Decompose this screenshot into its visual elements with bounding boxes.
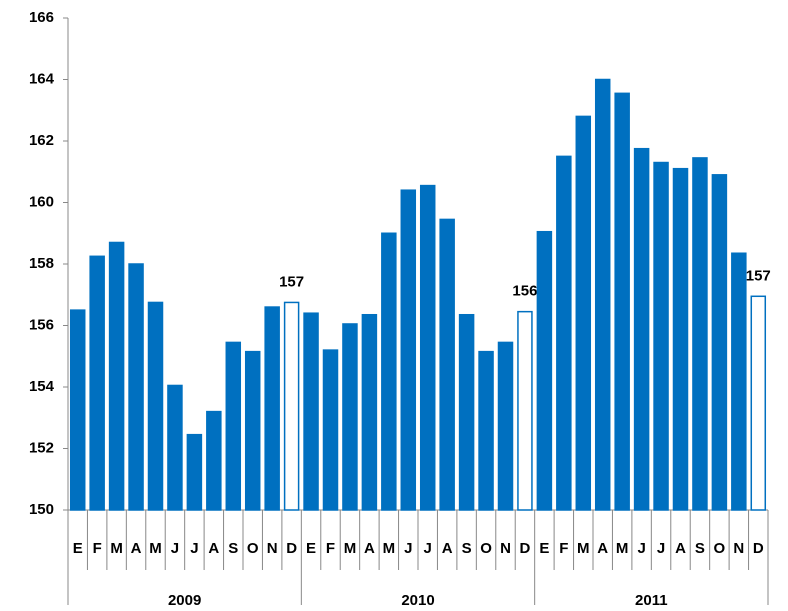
x-tick-label: A [442, 540, 453, 557]
bar [283, 301, 300, 511]
bar [361, 313, 378, 511]
y-tick-label: 150 [29, 501, 54, 518]
bar [731, 252, 747, 511]
y-tick-label: 164 [29, 70, 55, 87]
y-tick-label: 166 [29, 9, 54, 26]
x-tick-label: F [326, 540, 335, 557]
x-tick-label: M [149, 540, 162, 557]
bar [711, 174, 728, 511]
x-tick-label: D [520, 540, 531, 557]
bar [69, 309, 86, 511]
x-tick-label: S [695, 540, 705, 557]
x-tick-label: J [424, 540, 432, 557]
x-tick-label: D [286, 540, 297, 557]
x-tick-label: N [267, 540, 278, 557]
x-tick-label: E [73, 540, 83, 557]
bar [575, 115, 592, 511]
x-tick-label: E [539, 540, 549, 557]
x-tick-label: J [404, 540, 412, 557]
bar [206, 410, 222, 511]
bar [750, 295, 767, 511]
bar [400, 189, 417, 511]
bar [381, 232, 397, 511]
bar [167, 384, 183, 511]
bar [536, 230, 553, 511]
y-tick-label: 154 [29, 378, 55, 395]
bar [128, 263, 144, 511]
x-tick-label: O [247, 540, 259, 557]
x-tick-label: J [657, 540, 665, 557]
y-tick-label: 162 [29, 132, 54, 149]
x-tick-label: J [190, 540, 198, 557]
bar [672, 167, 689, 511]
x-tick-label: N [500, 540, 511, 557]
x-tick-label: O [714, 540, 726, 557]
x-tick-label: O [480, 540, 492, 557]
x-tick-label: A [208, 540, 219, 557]
x-tick-label: M [383, 540, 396, 557]
bar [556, 155, 572, 511]
bar [108, 241, 125, 511]
bar [186, 433, 203, 511]
bar [633, 147, 650, 511]
x-tick-label: D [753, 540, 764, 557]
bar [458, 313, 475, 511]
bar [264, 306, 280, 511]
bar [614, 92, 630, 511]
group-label: 2010 [401, 592, 434, 609]
value-label: 157 [746, 267, 771, 284]
bar [439, 218, 455, 511]
y-tick-label: 156 [29, 316, 54, 333]
bar [419, 184, 436, 511]
x-tick-label: M [616, 540, 629, 557]
y-tick-label: 160 [29, 193, 54, 210]
x-tick-label: J [637, 540, 645, 557]
value-label: 157 [279, 273, 304, 290]
group-label: 2009 [168, 592, 201, 609]
x-tick-label: J [171, 540, 179, 557]
x-tick-label: N [733, 540, 744, 557]
x-tick-label: S [228, 540, 238, 557]
bar [303, 312, 319, 511]
y-tick-label: 158 [29, 255, 54, 272]
x-tick-label: M [110, 540, 123, 557]
x-tick-label: A [364, 540, 375, 557]
x-tick-label: E [306, 540, 316, 557]
bar [594, 78, 611, 511]
x-tick-label: M [344, 540, 357, 557]
bar [244, 350, 261, 511]
x-tick-label: F [93, 540, 102, 557]
bar [147, 301, 164, 511]
x-tick-label: F [559, 540, 568, 557]
bar [225, 341, 242, 511]
group-label: 2011 [635, 592, 668, 609]
bar [478, 350, 494, 511]
x-tick-label: A [131, 540, 142, 557]
value-label: 156 [512, 283, 537, 300]
bar [342, 323, 358, 511]
y-tick-label: 152 [29, 439, 54, 456]
bar [322, 349, 339, 511]
x-tick-label: A [597, 540, 608, 557]
x-tick-label: S [462, 540, 472, 557]
bar [497, 341, 514, 511]
bar [517, 310, 533, 511]
x-tick-label: M [577, 540, 590, 557]
bar [692, 157, 708, 511]
bar [653, 161, 669, 511]
bar [89, 255, 105, 511]
x-tick-label: A [675, 540, 686, 557]
